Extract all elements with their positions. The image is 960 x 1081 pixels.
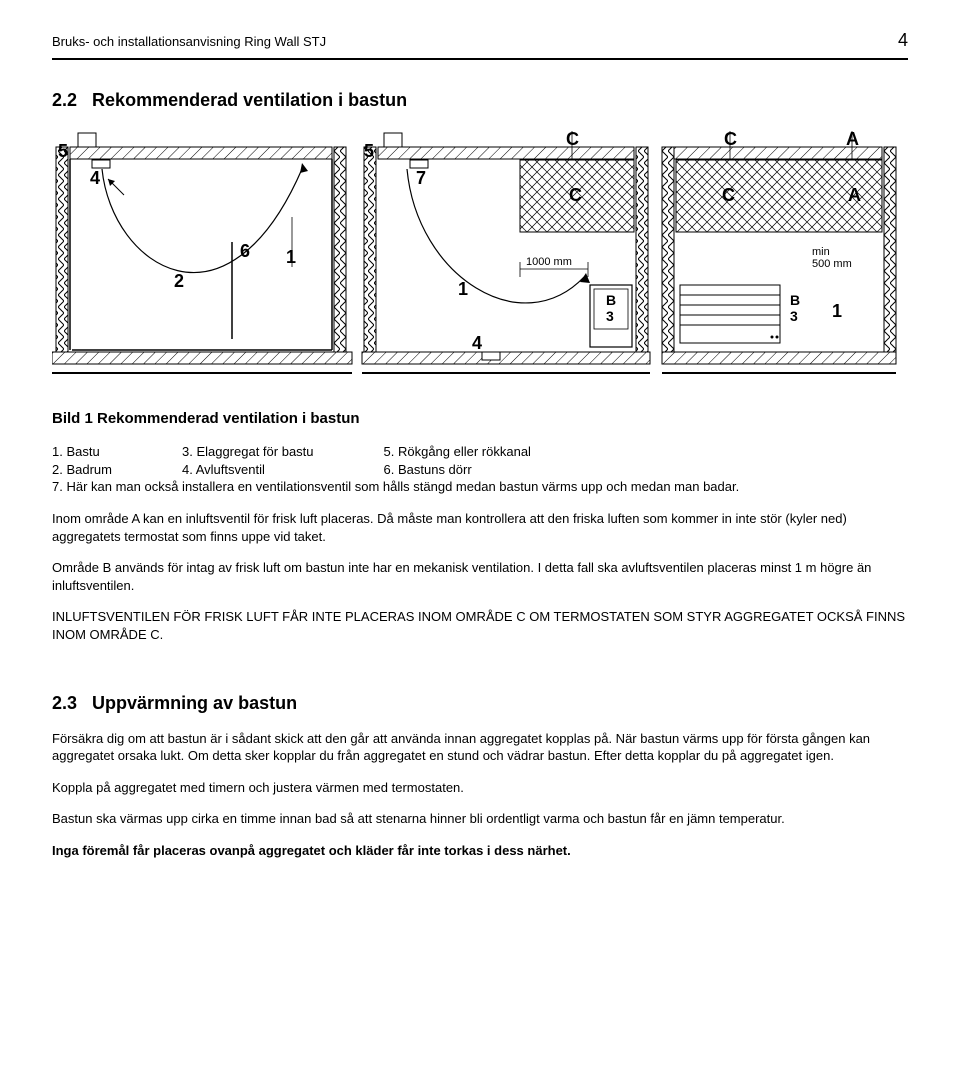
svg-text:2: 2 (174, 271, 184, 291)
legend-item-1: 1. Bastu (52, 443, 112, 461)
page-header: Bruks- och installationsanvisning Ring W… (52, 28, 908, 52)
svg-text:A: A (848, 185, 861, 205)
paragraph-23-3: Bastun ska värmas upp cirka en timme inn… (52, 810, 908, 828)
paragraph-23-2: Koppla på aggregatet med timern och just… (52, 779, 908, 797)
svg-text:min: min (812, 246, 830, 258)
svg-text:7: 7 (416, 168, 426, 188)
svg-text:5: 5 (58, 141, 68, 161)
svg-text:A: A (846, 129, 859, 149)
svg-text:C: C (724, 129, 737, 149)
svg-text:5: 5 (364, 141, 374, 161)
svg-text:C: C (569, 185, 582, 205)
header-title: Bruks- och installationsanvisning Ring W… (52, 33, 326, 51)
paragraph-23-1: Försäkra dig om att bastun är i sådant s… (52, 730, 908, 765)
legend-item-5: 5. Rökgång eller rökkanal (384, 443, 531, 461)
ventilation-diagram: 5 4 6 1 2 (52, 127, 908, 392)
svg-text:B: B (790, 292, 800, 308)
svg-text:B: B (606, 292, 616, 308)
section-2-3-heading: 2.3 Uppvärmning av bastun (52, 691, 908, 715)
svg-text:1: 1 (286, 247, 296, 267)
legend-item-6: 6. Bastuns dörr (384, 461, 531, 479)
section-2-2-heading: 2.2 Rekommenderad ventilation i bastun (52, 88, 908, 112)
svg-text:C: C (722, 185, 735, 205)
legend-col-1: 1. Bastu 2. Badrum (52, 443, 112, 478)
svg-text:1: 1 (832, 301, 842, 321)
figure-1-caption: Bild 1 Rekommenderad ventilation i bastu… (52, 409, 908, 429)
svg-text:4: 4 (472, 333, 482, 353)
legend-col-3: 5. Rökgång eller rökkanal 6. Bastuns dör… (384, 443, 531, 478)
legend-item-7: 7. Här kan man också installera en venti… (52, 478, 908, 496)
header-divider (52, 58, 908, 60)
paragraph-23-warning: Inga föremål får placeras ovanpå aggrega… (52, 842, 908, 860)
svg-text:500 mm: 500 mm (812, 258, 852, 270)
section-2-3-title: Uppvärmning av bastun (92, 693, 297, 713)
legend-item-2: 2. Badrum (52, 461, 112, 479)
diagram-legend: 1. Bastu 2. Badrum 3. Elaggregat för bas… (52, 443, 908, 478)
paragraph-area-c-warning: INLUFTSVENTILEN FÖR FRISK LUFT FÅR INTE … (52, 608, 908, 643)
legend-item-3: 3. Elaggregat för bastu (182, 443, 314, 461)
svg-text:1000 mm: 1000 mm (526, 256, 572, 268)
svg-text:C: C (566, 129, 579, 149)
legend-col-2: 3. Elaggregat för bastu 4. Avluftsventil (182, 443, 314, 478)
svg-text:3: 3 (790, 308, 798, 324)
svg-text:4: 4 (90, 168, 100, 188)
section-2-2-title: Rekommenderad ventilation i bastun (92, 90, 407, 110)
svg-text:3: 3 (606, 308, 614, 324)
section-2-3-number: 2.3 (52, 693, 77, 713)
svg-text:6: 6 (240, 241, 250, 261)
paragraph-area-a: Inom område A kan en inluftsventil för f… (52, 510, 908, 545)
paragraph-area-b: Område B används för intag av frisk luft… (52, 559, 908, 594)
page-number: 4 (898, 28, 908, 52)
section-2-2-number: 2.2 (52, 90, 77, 110)
legend-item-4: 4. Avluftsventil (182, 461, 314, 479)
